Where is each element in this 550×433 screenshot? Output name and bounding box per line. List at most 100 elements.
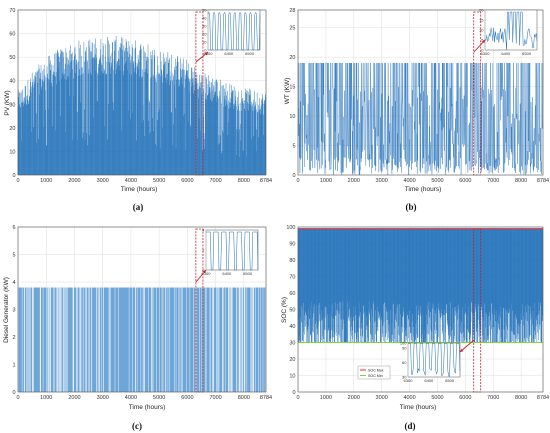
panel-c-inset-xtick-2: 6500 xyxy=(243,271,253,276)
panel-d-inset-ytick-0: 30 xyxy=(402,375,407,380)
panel-d-ytick-label-10: 100 xyxy=(286,225,295,231)
panel-b-ytick-label-4: 20 xyxy=(289,55,295,61)
panel-a-xtick-label-3: 3000 xyxy=(97,178,109,184)
panel-b-xtick-label-4: 4000 xyxy=(403,178,415,184)
panel-d-ylabel: SOC (%) xyxy=(281,297,288,323)
panel-c-inset-xtick-1: 6400 xyxy=(222,271,232,276)
panel-b-inset-xtick-2: 6500 xyxy=(522,51,532,56)
panel-a-inset-xtick-2: 6500 xyxy=(245,51,255,56)
panel-d-xtick-label-0: 0 xyxy=(296,395,299,401)
panel-d-ytick-label-1: 10 xyxy=(289,374,295,380)
panel-c-xtick-label-9: 8784 xyxy=(260,395,272,401)
panel-d-legend-label-min: SOC Min xyxy=(368,374,383,378)
panel-d-inset-ytick-2: 90 xyxy=(402,345,407,350)
panel-a-ytick-label-7: 70 xyxy=(9,8,15,14)
panel-c-ytick-label-3: 3 xyxy=(12,308,15,314)
panel-d-ytick-label-6: 60 xyxy=(289,291,295,297)
panel-c-diesel-chart: 0 1000 2000 3000 4000 5000 6000 7000 8000 8784 0 1 2… xyxy=(3,225,272,431)
panel-d-legend-label-max: SOC Max xyxy=(368,368,384,372)
panel-d-inset-xtick-1: 6400 xyxy=(424,378,434,383)
panel-c-diesel-off-gaps xyxy=(18,287,266,392)
panel-c-ytick-label-5: 5 xyxy=(12,253,15,259)
panel-a-xtick-label-7: 7000 xyxy=(210,178,222,184)
panel-b-inset-series xyxy=(484,11,538,50)
panel-a-inset-ytick-0: 0 xyxy=(204,48,207,53)
panel-c-xtick-label-7: 7000 xyxy=(210,395,222,401)
panel-b-inset-ytick-1: 5 xyxy=(481,38,484,43)
panel-b-xtick-label-3: 3000 xyxy=(376,178,388,184)
panel-b-inset-ytick-0: 0 xyxy=(481,48,484,53)
panel-c-inset-ytick-0: 0 xyxy=(202,268,205,273)
panel-b-axes-frame xyxy=(297,9,544,176)
panel-d-inset-ytick-3: 100 xyxy=(400,341,407,346)
panel-a-inset: 6300 6400 6500 0 10 20 30 40 50 xyxy=(202,8,261,56)
panel-b-xtick-label-7: 7000 xyxy=(487,178,499,184)
panel-c-xtick-label-4: 4000 xyxy=(125,395,137,401)
panel-c-ytick-label-2: 2 xyxy=(12,335,15,341)
panel-d-zoom-arrowhead xyxy=(460,348,464,352)
panel-a-xtick-label-6: 6000 xyxy=(181,178,193,184)
panel-d-ytick-label-2: 20 xyxy=(289,357,295,363)
panel-d-xtick-label-5: 5000 xyxy=(431,395,443,401)
panel-d-xtick-label-3: 3000 xyxy=(376,395,388,401)
panel-a-inset-xtick-0: 6300 xyxy=(204,51,214,56)
panel-a-xtick-label-0: 0 xyxy=(16,178,19,184)
panel-d-ytick-label-3: 30 xyxy=(289,341,295,347)
panel-b-inset-ytick-2: 10 xyxy=(479,28,484,33)
panel-c-inset-ytick-1: 2 xyxy=(202,248,205,253)
panel-d-ytick-label-4: 40 xyxy=(289,324,295,330)
panel-b-inset: 6300 6400 6500 0 5 10 15 20 xyxy=(479,8,538,56)
panel-d-xtick-label-7: 7000 xyxy=(487,395,499,401)
panel-c-inset-ytick-2: 4 xyxy=(202,228,205,233)
panel-a-inset-ytick-3: 30 xyxy=(202,24,207,29)
panel-d-inset-frame xyxy=(407,342,461,378)
panel-c-ytick-label-0: 0 xyxy=(12,390,15,396)
panel-b-xtick-label-6: 6000 xyxy=(459,178,471,184)
panel-d-xtick-label-1: 1000 xyxy=(320,395,332,401)
panel-a-ytick-label-4: 40 xyxy=(9,79,15,85)
panel-d-inset-xtick-0: 6300 xyxy=(404,378,414,383)
panel-b-wt-chart: 0 1000 2000 3000 4000 5000 6000 7000 8000 8784 0 5 1… xyxy=(284,8,549,213)
panel-c-xlabel: Time (hours) xyxy=(129,404,166,411)
panel-b-xtick-label-2: 2000 xyxy=(348,178,360,184)
panel-b-xtick-label-5: 5000 xyxy=(431,178,443,184)
panel-c-plot: 0 1000 2000 3000 4000 5000 6000 7000 8000 8784 0 1 2… xyxy=(12,225,272,401)
panel-a-xtick-label-4: 4000 xyxy=(125,178,137,184)
panel-d-zoom-arrow xyxy=(459,339,475,353)
panel-d-plot: 0 1000 2000 3000 4000 5000 6000 7000 8000 8784 0 10… xyxy=(286,225,549,401)
panel-a-xtick-label-2: 2000 xyxy=(68,178,80,184)
panel-a-inset-ytick-2: 20 xyxy=(202,32,207,37)
panel-b-xlabel: Time (hours) xyxy=(405,186,442,193)
panel-b-xtick-label-9: 8784 xyxy=(537,178,549,184)
panel-d-xtick-label-4: 4000 xyxy=(403,395,415,401)
panel-c-xtick-label-1: 1000 xyxy=(40,395,52,401)
panel-b-inset-xtick-1: 6400 xyxy=(501,51,511,56)
panel-a-ytick-label-1: 10 xyxy=(9,149,15,155)
panel-d-xtick-label-9: 8784 xyxy=(537,395,549,401)
panel-b-ytick-label-6: 28 xyxy=(289,8,295,14)
panel-d-axes-frame xyxy=(297,226,544,393)
panel-d-soc-chart: 0 1000 2000 3000 4000 5000 6000 7000 8000 8784 0 10… xyxy=(281,225,549,431)
panel-b-xtick-label-0: 0 xyxy=(296,178,299,184)
panel-d-inset-series xyxy=(408,343,461,377)
panel-c-ytick-label-1: 1 xyxy=(12,363,15,369)
panel-b-zoom-arrowhead xyxy=(481,40,485,44)
panel-c-xtick-label-2: 2000 xyxy=(68,395,80,401)
panel-d-caption: (d) xyxy=(405,421,416,431)
panel-b-inset-xtick-0: 6300 xyxy=(481,51,491,56)
panel-c-axes-frame xyxy=(17,226,267,393)
panel-b-xtick-label-8: 8000 xyxy=(515,178,527,184)
panel-a-inset-series xyxy=(207,11,261,51)
panel-a-inset-xtick-1: 6400 xyxy=(224,51,234,56)
panel-a-xtick-label-8: 8000 xyxy=(238,178,250,184)
panel-c-ytick-label-4: 4 xyxy=(12,280,15,286)
panel-a-xtick-label-5: 5000 xyxy=(153,178,165,184)
panel-b-wt-series xyxy=(297,62,544,175)
panel-c-ylabel: Diesel Generator (KW) xyxy=(3,277,10,343)
panel-a-plot: 0 1000 2000 3000 4000 5000 6000 7000 8000 8784 0 10… xyxy=(9,8,272,185)
panel-a-inset-ytick-4: 40 xyxy=(202,16,207,21)
panel-a-ylabel: PV (KW) xyxy=(4,90,11,115)
panel-b-inset-ytick-3: 15 xyxy=(479,18,484,23)
panel-b-plot: 0 1000 2000 3000 4000 5000 6000 7000 8000 8784 0 5 1… xyxy=(289,8,549,185)
panel-c-xtick-label-8: 8000 xyxy=(238,395,250,401)
